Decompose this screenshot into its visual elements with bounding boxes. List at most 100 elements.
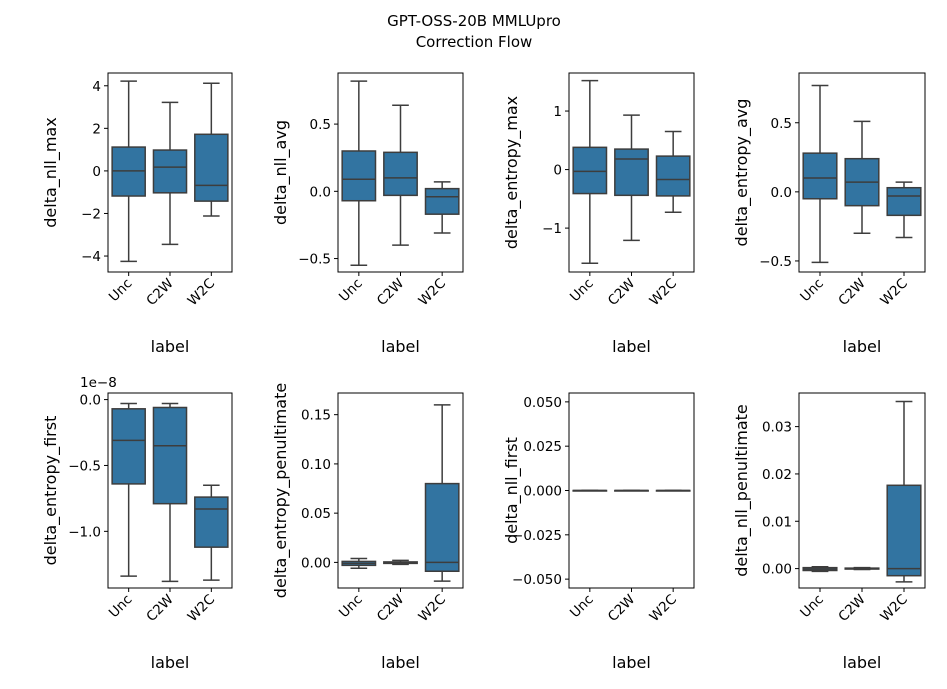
- plot-3-xtick-label: W2C: [646, 276, 679, 309]
- plot-4-box-unc: [802, 84, 838, 264]
- plot-5-box-w2c: [194, 484, 229, 581]
- figure-title-line-1: GPT-OSS-20B MMLUpro: [387, 12, 561, 30]
- plot-6-ytick-label: 0.05: [301, 506, 331, 522]
- plot-7-xtick-label: C2W: [605, 592, 638, 625]
- plot-3-ylabel: delta_entropy_max: [502, 96, 522, 249]
- plot-1-ytick-label: −2: [81, 206, 101, 222]
- plot-4: −0.5 0.0 0.5 Unc C2W W2C label delta_entropy_av…: [732, 72, 926, 356]
- plot-7-box-unc: [572, 489, 608, 492]
- plot-7-xlabel: label: [612, 653, 651, 672]
- plot-8-ytick-label: 0.01: [762, 514, 792, 530]
- box-iqr: [886, 186, 922, 217]
- plot-6-xtick-label: W2C: [415, 592, 448, 625]
- plot-5-xtick-label: C2W: [143, 592, 176, 625]
- plot-4-box-w2c: [886, 181, 922, 239]
- box-iqr: [194, 496, 229, 548]
- box-iqr: [152, 406, 188, 505]
- plot-2-ytick-label: −0.5: [298, 252, 331, 268]
- plot-1: −4 −2 0 2 4 Unc C2W W2C label delta_nll_max: [41, 72, 233, 356]
- box-iqr: [572, 146, 608, 195]
- box-iqr: [802, 152, 838, 200]
- plot-8-ytick-label: 0.03: [762, 420, 792, 436]
- plot-7: −0.050 −0.025 0.000 0.025 0.050 Unc C2W W2C labe…: [502, 392, 695, 672]
- plot-6-ytick-label: 0.00: [301, 555, 331, 571]
- plot-7-ytick-label: 0.050: [523, 395, 562, 411]
- plot-6-ylabel: delta_entropy_penultimate: [271, 383, 291, 598]
- plot-1-xtick-label: Unc: [106, 276, 136, 306]
- plot-7-ytick-label: 0.025: [523, 439, 562, 455]
- plot-7-ytick-label: −0.050: [512, 572, 562, 588]
- plot-6-box-c2w: [383, 559, 418, 566]
- plot-5-xlabel: label: [151, 653, 190, 672]
- box-iqr: [194, 133, 229, 202]
- plot-4-xtick-label: Unc: [797, 276, 827, 306]
- plot-3: −1 0 1 Unc C2W W2C label delta_entropy_max: [502, 72, 695, 356]
- plot-4-ytick-label: 0.0: [771, 185, 792, 201]
- plot-5-ytick-label: −1.0: [68, 524, 101, 540]
- plot-4-ylabel: delta_entropy_avg: [732, 99, 752, 247]
- box-iqr: [886, 484, 922, 577]
- plot-2-xlabel: label: [381, 337, 420, 356]
- plot-1-xtick-label: W2C: [185, 276, 218, 309]
- plot-7-ylabel: delta_nll_first: [502, 437, 522, 544]
- plot-8-box-c2w: [844, 566, 880, 571]
- plot-8-box-unc: [802, 565, 838, 573]
- plot-5-box-c2w: [152, 402, 188, 583]
- plot-5-ylabel: delta_entropy_first: [41, 416, 61, 566]
- plot-4-box-c2w: [844, 120, 880, 235]
- plot-1-xlabel: label: [151, 337, 190, 356]
- plot-6-box-unc: [341, 557, 377, 570]
- plot-4-xlabel: label: [843, 337, 882, 356]
- plot-1-ytick-label: 4: [92, 79, 101, 95]
- plot-3-xlabel: label: [612, 337, 651, 356]
- plot-5: −1.0 −0.5 0.0 Unc C2W W2C label delta_entropy_f…: [41, 375, 233, 672]
- box-iqr: [111, 408, 146, 485]
- plot-5-xtick-label: W2C: [185, 592, 218, 625]
- plot-8-ytick-label: 0.00: [762, 562, 792, 578]
- plot-8-box-w2c: [886, 400, 922, 583]
- plot-8-ylabel: delta_nll_penultimate: [732, 404, 752, 577]
- box-iqr: [655, 155, 691, 197]
- box-iqr: [614, 148, 649, 197]
- plot-2-xtick-label: Unc: [336, 276, 366, 306]
- plot-6-ytick-label: 0.15: [301, 408, 331, 424]
- plot-1-ytick-label: −4: [81, 249, 101, 265]
- plot-4-xtick-label: W2C: [877, 276, 910, 309]
- plot-1-box-unc: [111, 80, 146, 263]
- plot-8-ytick-label: 0.02: [762, 467, 792, 483]
- plot-3-xtick-label: C2W: [605, 276, 638, 309]
- plot-6-xtick-label: Unc: [336, 592, 366, 622]
- plot-2-box-unc: [341, 80, 377, 267]
- plot-3-box-w2c: [655, 130, 691, 214]
- plot-1-box-w2c: [194, 82, 229, 217]
- plot-2-xtick-label: C2W: [374, 276, 407, 309]
- plot-6-box-w2c: [424, 404, 460, 582]
- plot-8-xlabel: label: [843, 653, 882, 672]
- box-iqr: [152, 149, 188, 194]
- plot-1-ylabel: delta_nll_max: [41, 117, 61, 227]
- plot-2-xtick-label: W2C: [415, 276, 448, 309]
- plot-1-xtick-label: C2W: [143, 276, 176, 309]
- plot-5-offset-label: 1e−8: [80, 375, 117, 391]
- box-iqr: [383, 151, 418, 197]
- plot-2-box-c2w: [383, 104, 418, 246]
- plot-1-ytick-label: 2: [92, 121, 101, 137]
- plot-2: −0.5 0.0 0.5 Unc C2W W2C label delta_nll_avg: [271, 72, 464, 356]
- plot-8-xtick-label: C2W: [835, 592, 868, 625]
- plot-2-box-w2c: [424, 181, 460, 234]
- plot-5-ytick-label: −0.5: [68, 458, 101, 474]
- plot-8-xtick-label: W2C: [877, 592, 910, 625]
- box-iqr: [341, 150, 377, 202]
- plot-5-box-unc: [111, 402, 146, 577]
- plot-3-xtick-label: Unc: [567, 276, 597, 306]
- plot-3-ytick-label: −1: [542, 221, 562, 237]
- box-iqr: [424, 187, 460, 215]
- plot-6-xlabel: label: [381, 653, 420, 672]
- plot-6-xtick-label: C2W: [374, 592, 407, 625]
- plot-6-ytick-label: 0.10: [301, 457, 331, 473]
- figure-title-line-2: Correction Flow: [416, 33, 533, 51]
- plot-4-xtick-label: C2W: [835, 276, 868, 309]
- plot-6: 0.00 0.05 0.10 0.15 Unc C2W W2C label delta_entr…: [271, 383, 464, 672]
